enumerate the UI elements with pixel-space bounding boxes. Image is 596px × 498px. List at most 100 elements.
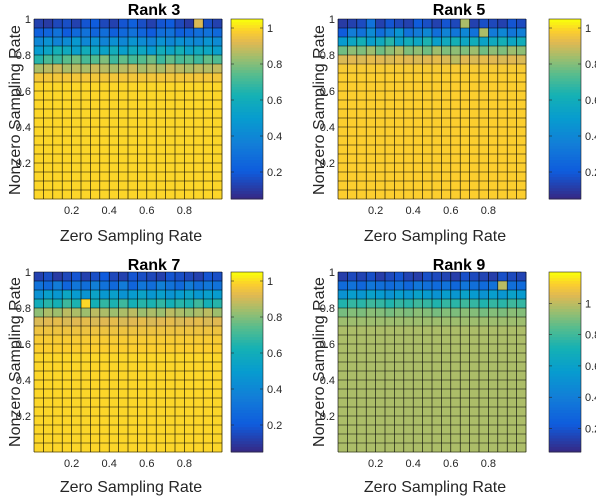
heatmap-cell [165, 398, 176, 408]
heatmap-cells [34, 272, 223, 453]
heatmap-cell [460, 407, 470, 417]
heatmap-cell [43, 55, 54, 65]
heatmap-cell [81, 181, 91, 191]
colorbar-segment [549, 359, 581, 363]
heatmap-cell [450, 100, 461, 110]
heatmap-cell [488, 416, 499, 426]
heatmap-cell [516, 91, 527, 101]
heatmap-cell [128, 82, 138, 92]
heatmap-cell [137, 37, 148, 47]
colorbar-segment [231, 86, 263, 90]
colorbar-segment [549, 176, 581, 180]
colorbar-segment [231, 367, 263, 371]
heatmap-cell [146, 64, 157, 74]
colorbar-segment [549, 392, 581, 397]
heatmap-cell [385, 82, 395, 92]
heatmap-cell [118, 109, 129, 119]
heatmap-cell [338, 154, 348, 164]
heatmap-cell [441, 317, 452, 327]
heatmap-cell [516, 308, 527, 318]
heatmap-cell [128, 181, 138, 191]
heatmap-cell [450, 145, 461, 155]
colorbar-tick-label: 0.2 [585, 424, 596, 436]
heatmap-cell [497, 290, 508, 300]
heatmap-cell [146, 434, 157, 444]
heatmap-cell [175, 299, 185, 309]
heatmap-cell [450, 380, 461, 390]
heatmap-cell [338, 380, 348, 390]
colorbar-tick-label: 0.6 [585, 361, 596, 373]
colorbar-segment [549, 308, 581, 312]
heatmap-cell [460, 172, 470, 182]
heatmap-cell [52, 100, 63, 110]
heatmap-cell [441, 344, 452, 354]
heatmap-cell [156, 19, 166, 29]
colorbar-segment [231, 19, 263, 23]
heatmap-cell [43, 19, 54, 29]
heatmap-cell [469, 91, 480, 101]
heatmap-cell [34, 109, 44, 119]
heatmap-cell [497, 371, 508, 381]
heatmap-cell [460, 91, 470, 101]
heatmap-cell [375, 398, 386, 408]
heatmap-cell [375, 91, 386, 101]
heatmap-cell [62, 73, 72, 83]
colorbar-segment [231, 339, 263, 343]
heatmap-cell [469, 371, 480, 381]
heatmap-cell [469, 335, 480, 345]
heatmap-cell [497, 91, 508, 101]
heatmap-cell [184, 389, 195, 399]
heatmap-cell [81, 362, 91, 372]
heatmap-cell [413, 389, 423, 399]
heatmap-cell [184, 37, 195, 47]
heatmap-cell [212, 443, 223, 453]
heatmap-cell [81, 416, 91, 426]
heatmap-cell [347, 100, 358, 110]
heatmap-cell [34, 362, 44, 372]
heatmap-cell [90, 380, 101, 390]
heatmap-cell [422, 154, 433, 164]
colorbar-segment [549, 294, 581, 298]
x-tick-label: 0.8 [177, 205, 192, 217]
colorbar-segment [231, 168, 263, 172]
heatmap-cell [128, 344, 138, 354]
colorbar-segment [231, 52, 263, 57]
colorbar-segment [231, 356, 263, 360]
heatmap-cell [469, 100, 480, 110]
heatmap-cell [516, 55, 527, 65]
heatmap-cell [469, 425, 480, 435]
colorbar-segment [549, 137, 581, 141]
heatmap-cell [175, 55, 185, 65]
heatmap-cell [90, 100, 101, 110]
x-tick-label: 0.2 [64, 458, 79, 470]
heatmap-cell [356, 425, 367, 435]
heatmap-cell [413, 344, 423, 354]
heatmap-cell [356, 127, 367, 137]
heatmap-cell [469, 281, 480, 291]
heatmap-cell [356, 344, 367, 354]
heatmap-cell [71, 407, 82, 417]
heatmap-cell [146, 118, 157, 128]
heatmap-cell [52, 407, 63, 417]
heatmap-cell [146, 344, 157, 354]
colorbar-segment [549, 86, 581, 90]
heatmap-cell [338, 190, 348, 200]
heatmap-cell [184, 64, 195, 74]
heatmap-cell [356, 109, 367, 119]
heatmap-cell [62, 19, 72, 29]
heatmap-cell [347, 28, 358, 38]
heatmap-cell [81, 443, 91, 453]
heatmap-cell [479, 272, 489, 282]
heatmap-cell [146, 172, 157, 182]
heatmap-cell [432, 64, 442, 74]
heatmap-cell [516, 326, 527, 336]
heatmap-cell [338, 362, 348, 372]
heatmap-cell [488, 127, 499, 137]
colorbar-segment [231, 311, 263, 315]
heatmap-cell [356, 398, 367, 408]
heatmap-cell [385, 317, 395, 327]
heatmap-cell [356, 380, 367, 390]
colorbar-segment [549, 58, 581, 62]
heatmap-cell [193, 136, 204, 146]
heatmap-cell [81, 136, 91, 146]
